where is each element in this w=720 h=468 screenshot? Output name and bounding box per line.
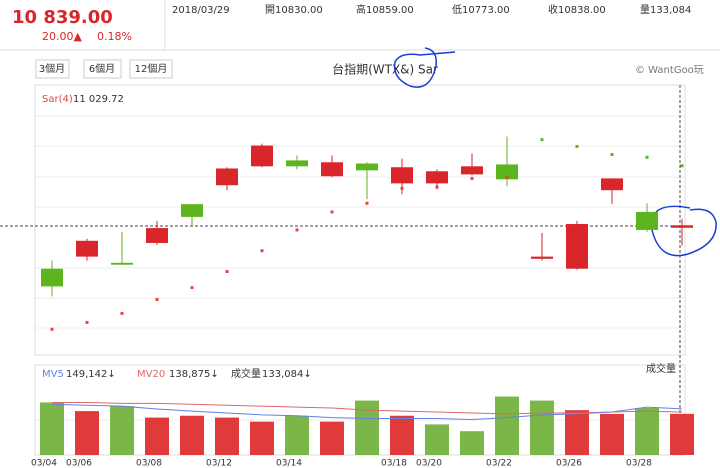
mv5-label: 149,142↓ bbox=[66, 369, 116, 380]
candle-body bbox=[321, 162, 343, 177]
volume-bar bbox=[565, 410, 589, 455]
sar-dot bbox=[575, 144, 579, 148]
x-tick-label: 03/04 bbox=[31, 459, 57, 468]
volume-bar bbox=[215, 417, 239, 455]
change: 20.00▲ bbox=[42, 30, 82, 43]
price: 10 839.00 bbox=[12, 7, 113, 28]
chart-title: 台指期(WTX&) Sar bbox=[332, 62, 438, 77]
volume-bar bbox=[250, 421, 274, 455]
candle-body bbox=[286, 160, 308, 167]
sar-dot bbox=[505, 175, 509, 179]
candle-body bbox=[181, 204, 203, 217]
candle-body bbox=[146, 228, 168, 243]
volume: 量133,084 bbox=[640, 4, 691, 16]
candle-body bbox=[461, 166, 483, 175]
x-tick-label: 03/20 bbox=[416, 459, 442, 468]
volume-bar bbox=[285, 415, 309, 455]
sar-dot bbox=[610, 153, 614, 157]
x-tick-label: 03/22 bbox=[486, 459, 512, 468]
x-tick-label: 03/06 bbox=[66, 459, 92, 468]
candle-body bbox=[216, 168, 238, 186]
volume-bar bbox=[180, 415, 204, 455]
volume-bar bbox=[110, 406, 134, 455]
mv5-line bbox=[51, 403, 683, 420]
volume-bar bbox=[390, 415, 414, 455]
open: 開10830.00 bbox=[265, 4, 323, 16]
volume-bar bbox=[635, 408, 659, 455]
sar-dot bbox=[155, 297, 159, 301]
sar-dot bbox=[295, 228, 299, 232]
mv20-label: 138,875↓ bbox=[169, 369, 219, 380]
button-label[interactable]: 6個月 bbox=[89, 62, 115, 75]
candle-body bbox=[111, 262, 133, 265]
volume-bar bbox=[670, 413, 694, 455]
low: 低10773.00 bbox=[452, 3, 510, 16]
mv20-name: MV20 bbox=[137, 369, 165, 380]
candle-body bbox=[426, 171, 448, 184]
volume-bar bbox=[40, 402, 64, 455]
volume-name: 成交量 bbox=[231, 367, 261, 380]
sar-dot bbox=[120, 311, 124, 315]
sar-name: Sar(4) bbox=[42, 94, 73, 105]
x-tick-label: 03/08 bbox=[136, 459, 162, 468]
candle-body bbox=[41, 268, 63, 287]
copyright: © WantGoo玩 bbox=[635, 65, 704, 76]
annotation-circle bbox=[393, 47, 456, 88]
mv20-line bbox=[52, 401, 683, 415]
volume-bar bbox=[530, 400, 554, 455]
volume-bar bbox=[600, 413, 624, 455]
sar-dot bbox=[225, 270, 229, 274]
candle-body bbox=[356, 163, 378, 171]
candle-body bbox=[251, 145, 273, 167]
sar-dot bbox=[85, 320, 89, 324]
candle-body bbox=[496, 164, 518, 180]
volume-bar bbox=[355, 400, 379, 455]
sar-dot bbox=[645, 155, 649, 159]
button[interactable] bbox=[83, 59, 122, 79]
high: 高10859.00 bbox=[356, 3, 414, 16]
price-panel bbox=[34, 84, 686, 356]
volume-label: 133,084↓ bbox=[262, 369, 312, 380]
sar-dot bbox=[190, 286, 194, 290]
mv5-name: MV5 bbox=[42, 369, 64, 380]
x-tick-label: 03/26 bbox=[556, 459, 582, 468]
volume-bar bbox=[460, 431, 484, 455]
sar-dot bbox=[680, 164, 684, 168]
sar-dot bbox=[260, 249, 264, 253]
volume-bar bbox=[75, 411, 99, 455]
sar-dot bbox=[435, 185, 439, 189]
candle-body bbox=[636, 211, 658, 230]
candle-body bbox=[601, 178, 623, 191]
volume-axis-name: 成交量 bbox=[646, 362, 676, 375]
x-tick-label: 03/12 bbox=[206, 459, 232, 468]
button-label[interactable]: 12個月 bbox=[135, 62, 168, 75]
sar-dot bbox=[330, 210, 334, 214]
sar-dot bbox=[400, 186, 404, 190]
volume-bar bbox=[145, 417, 169, 455]
sar-dot bbox=[540, 138, 544, 142]
x-tick-label: 03/28 bbox=[626, 459, 652, 468]
close: 收10838.00 bbox=[548, 3, 606, 16]
volume-bar bbox=[495, 396, 519, 455]
button[interactable] bbox=[129, 59, 173, 79]
x-tick-label: 03/14 bbox=[276, 459, 302, 468]
button-label[interactable]: 3個月 bbox=[39, 62, 65, 75]
volume-bar bbox=[425, 424, 449, 455]
sar-label: 11 029.72 bbox=[73, 94, 124, 105]
button[interactable] bbox=[35, 59, 70, 79]
volume-bar bbox=[320, 421, 344, 455]
candle-body bbox=[76, 240, 98, 257]
sar-dot bbox=[50, 327, 54, 331]
candle-body bbox=[566, 224, 588, 269]
x-tick-label: 03/18 bbox=[381, 459, 407, 468]
candle-body bbox=[391, 167, 413, 184]
candle-body bbox=[671, 225, 693, 228]
date: 2018/03/29 bbox=[172, 5, 230, 16]
pct: 0.18% bbox=[97, 30, 132, 43]
sar-dot bbox=[470, 176, 474, 180]
candle-body bbox=[531, 256, 553, 259]
sar-dot bbox=[365, 201, 369, 205]
